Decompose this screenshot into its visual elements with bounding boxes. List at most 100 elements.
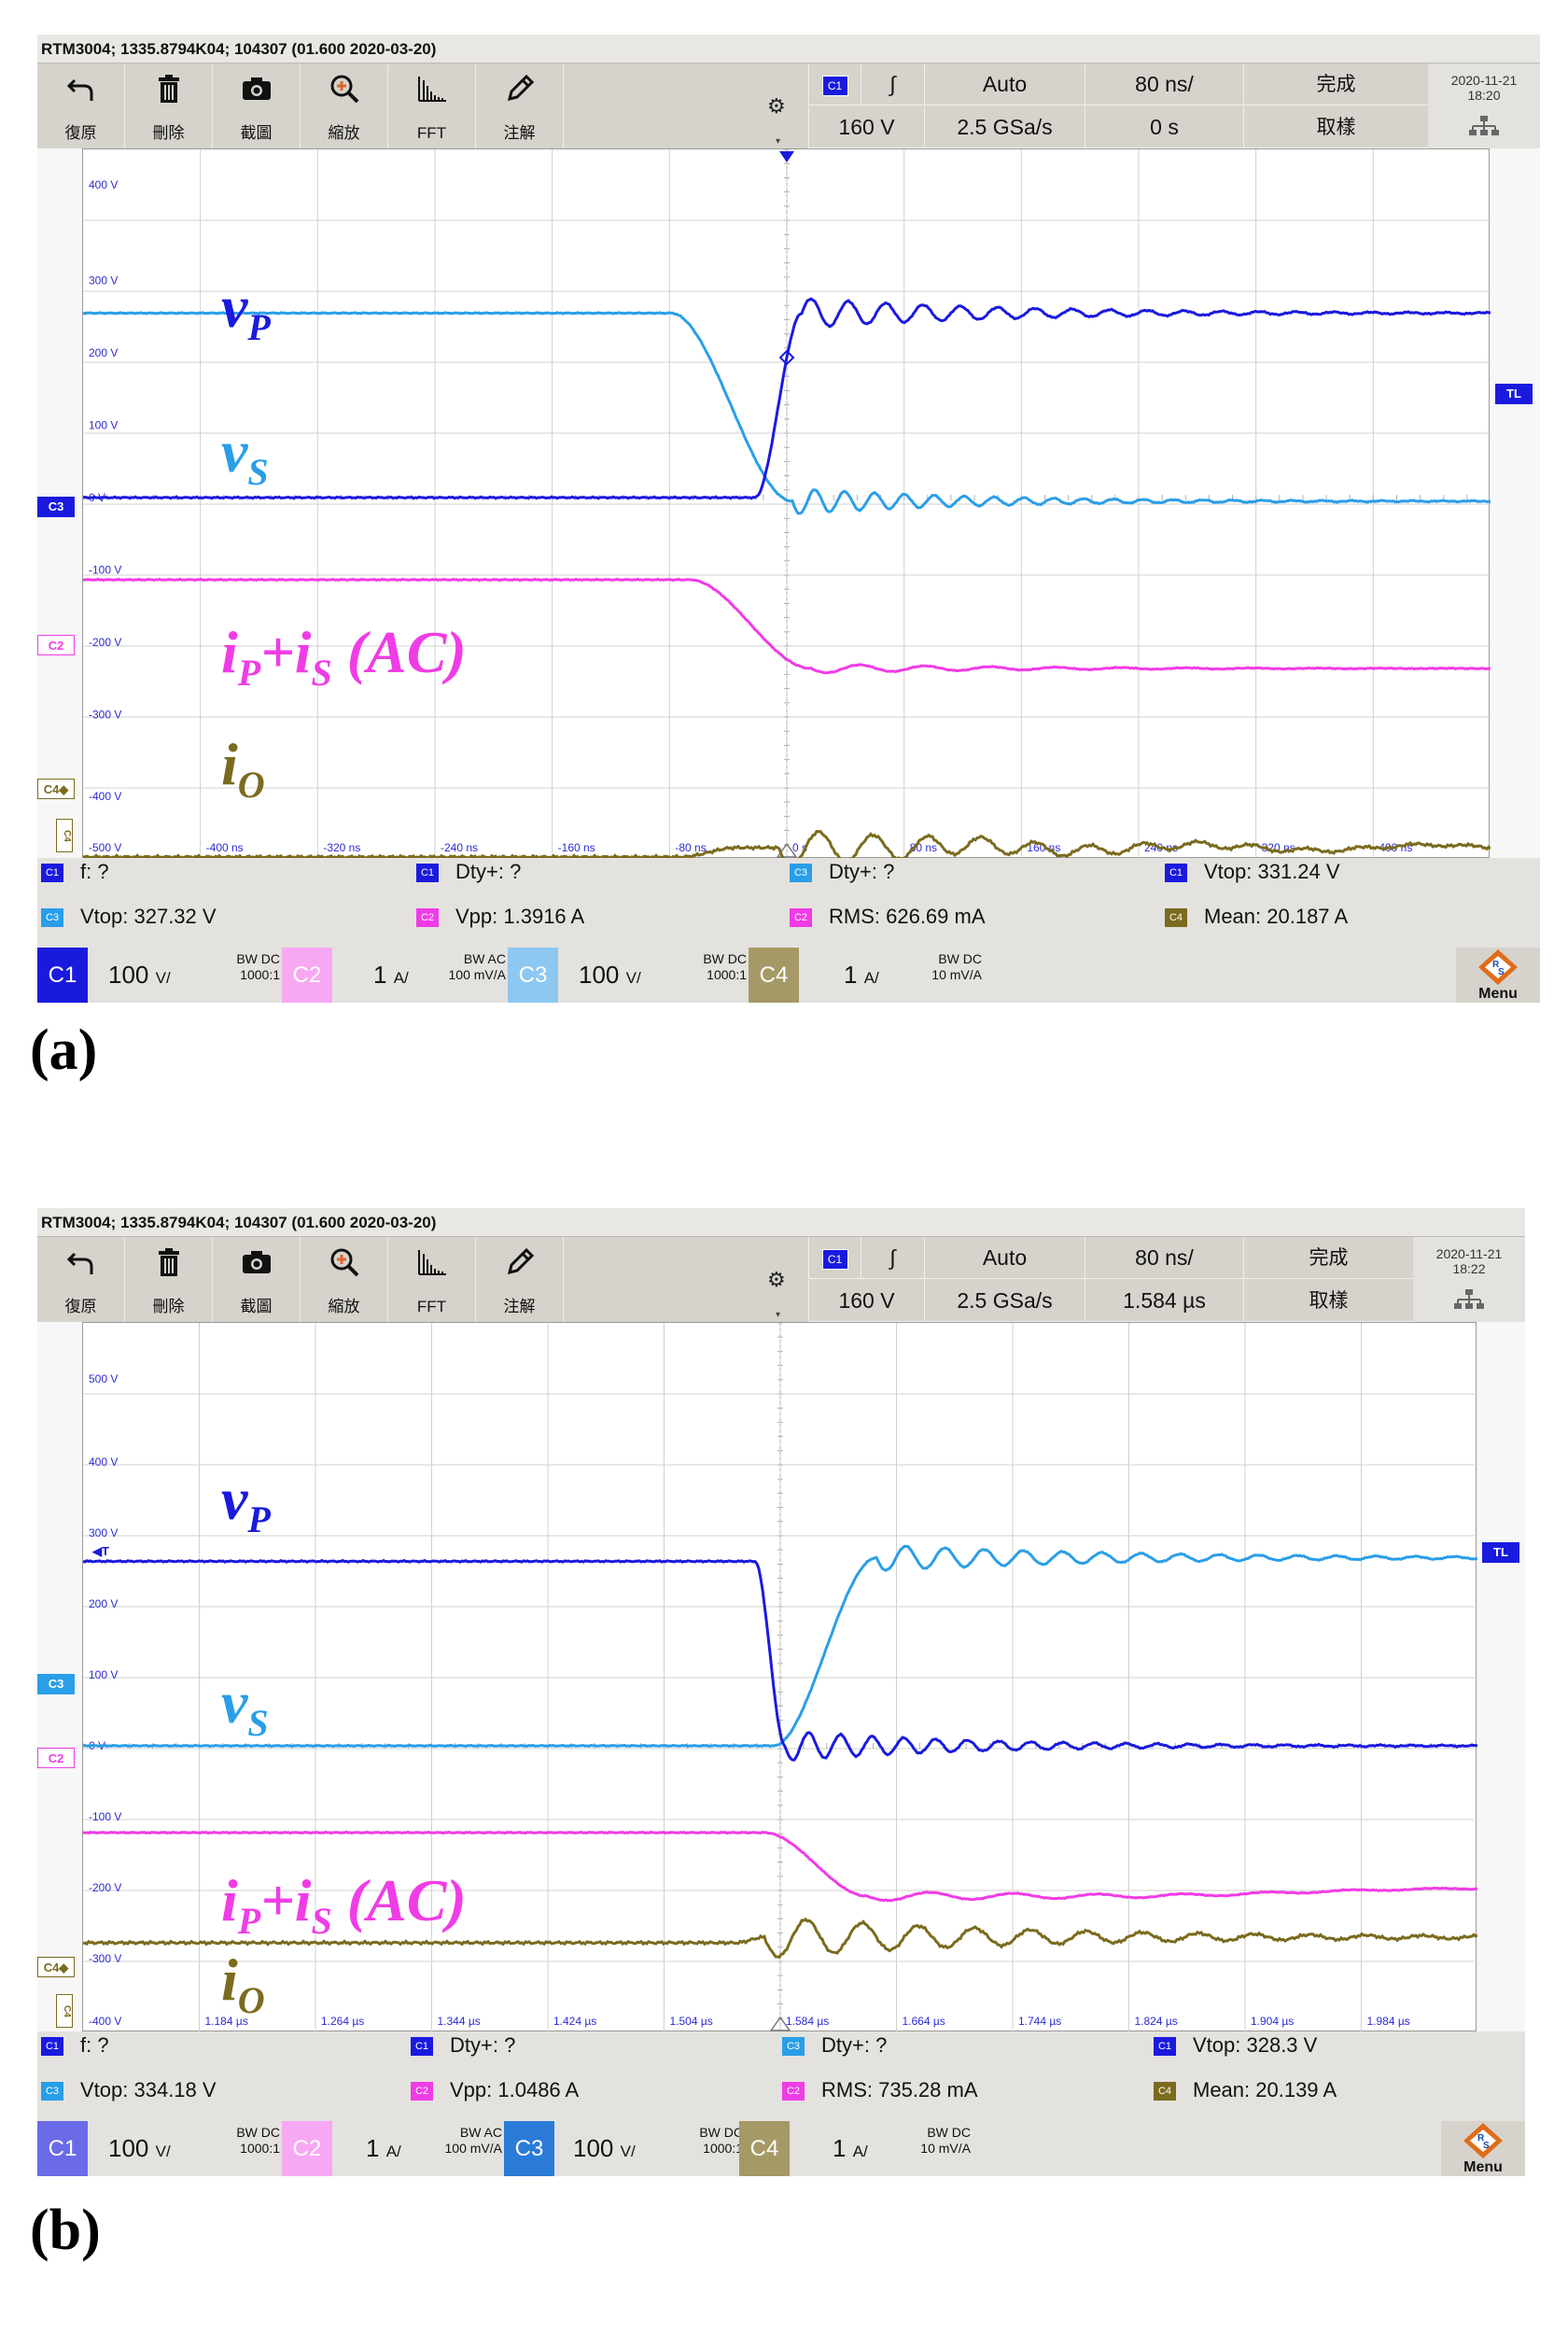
channel-c3-scale[interactable]: 100 V/ [573,2134,636,2162]
x-tick-label: 1.264 µs [321,2015,364,2028]
measurement-7[interactable]: C2 RMS: 626.69 mA [790,905,986,942]
annotate-button[interactable]: 注解 [476,63,564,148]
channel-c4-button[interactable]: C4 [739,2121,790,2176]
fft-icon [418,1250,446,1275]
trace-label-part: P [237,1900,261,1942]
rs-logo-icon: RS [1463,2123,1503,2158]
measurement-4[interactable]: C1 Vtop: 331.24 V [1165,860,1340,897]
measurement-2[interactable]: C1 Dty+: ? [416,860,521,897]
right-marker-strip [1477,1322,1525,2031]
channel-c4-marker[interactable]: C4◆ [37,1957,75,1977]
channel-c2-scale[interactable]: 1 A/ [366,2134,401,2162]
timebase[interactable]: 80 ns/ [1085,63,1243,105]
trigger-source[interactable]: C1 [808,1237,861,1279]
y-tick-label: 500 V [89,1372,118,1385]
measurement-1[interactable]: C1 f: ? [41,2033,109,2071]
undo-button[interactable]: 復原 [37,63,125,148]
trigger-edge[interactable]: ∫ [861,63,924,105]
timebase[interactable]: 80 ns/ [1085,1237,1243,1279]
figure-caption: (b) [30,2199,101,2262]
trigger-level-marker[interactable]: TL [1495,384,1533,404]
trace-label-part: +i [260,619,311,685]
y-tick-label: 200 V [89,1597,118,1610]
fft-icon [418,77,446,102]
channel-c2-scale[interactable]: 1 A/ [373,961,409,989]
measurement-6[interactable]: C2 Vpp: 1.3916 A [416,905,584,942]
channel-c2-marker[interactable]: C2 [37,1748,75,1768]
measurement-5[interactable]: C3 Vtop: 327.32 V [41,905,217,942]
trigger-mode[interactable]: Auto [924,63,1085,105]
channel-c2-button[interactable]: C2 [282,948,332,1003]
channel-c3-button[interactable]: C3 [508,948,558,1003]
channel-c3-marker[interactable]: C3 [37,497,75,517]
horizontal-position[interactable]: 1.584 µs [1085,1280,1243,1322]
measurement-8[interactable]: C4 Mean: 20.187 A [1165,905,1348,942]
screenshot-button[interactable]: 截圖 [213,1237,301,1322]
channel-c1-scale[interactable]: 100 V/ [108,961,171,989]
measurement-8[interactable]: C4 Mean: 20.139 A [1154,2078,1337,2115]
io-label: iO [221,731,265,806]
camera-icon [243,1251,271,1273]
delete-button[interactable]: 刪除 [125,1237,213,1322]
channel-c4-vertical-marker[interactable]: C4 [56,1994,73,2028]
channel-c3-scale[interactable]: 100 V/ [579,961,641,989]
run-status[interactable]: 完成 [1243,63,1428,105]
measurement-3[interactable]: C3 Dty+: ? [790,860,894,897]
gear-icon[interactable]: ⚙ [767,95,786,119]
channel-c4-vertical-marker[interactable]: C4 [56,819,73,852]
trigger-position-marker[interactable]: ◀T [92,1544,109,1558]
channel-c1-button[interactable]: C1 [37,2121,88,2176]
ip-is-label: iP+iS (AC) [221,1867,467,1942]
sample-rate[interactable]: 2.5 GSa/s [924,106,1085,148]
vp-label: vP [221,274,271,348]
measurement-5[interactable]: C3 Vtop: 334.18 V [41,2078,217,2115]
fft-button[interactable]: FFT [388,1237,476,1322]
channel-c2-marker[interactable]: C2 [37,635,75,655]
channel-c4-scale[interactable]: 1 A/ [844,961,879,989]
channel-c2-button[interactable]: C2 [282,2121,332,2176]
horizontal-position[interactable]: 0 s [1085,106,1243,148]
channel-c4-button[interactable]: C4 [749,948,799,1003]
sample-rate[interactable]: 2.5 GSa/s [924,1280,1085,1322]
trigger-level[interactable]: 160 V [808,1280,924,1322]
channel-c1-scale[interactable]: 100 V/ [108,2134,171,2162]
trigger-arrow-icon[interactable] [779,151,794,162]
trigger-level[interactable]: 160 V [808,106,924,148]
acquire-mode[interactable]: 取樣 [1243,1280,1413,1322]
screenshot-button[interactable]: 截圖 [213,63,301,148]
channel-c3-button[interactable]: C3 [504,2121,554,2176]
channel-c3-marker[interactable]: C3 [37,1674,75,1694]
annotate-button[interactable]: 注解 [476,1237,564,1322]
x-tick-label: -500 V [89,841,121,854]
measurement-1[interactable]: C1 f: ? [41,860,109,897]
trace-label-part: v [221,1466,248,1532]
measurement-7[interactable]: C2 RMS: 735.28 mA [782,2078,978,2115]
zoom-icon [330,75,359,104]
trigger-edge[interactable]: ∫ [861,1237,924,1279]
channel-c4-marker[interactable]: C4◆ [37,779,75,799]
measurement-3[interactable]: C3 Dty+: ? [782,2033,887,2071]
trigger-mode[interactable]: Auto [924,1237,1085,1279]
chevron-down-icon[interactable]: ▾ [776,1310,781,1320]
measurement-2[interactable]: C1 Dty+: ? [411,2033,515,2071]
zoom-button[interactable]: 縮放 [301,1237,388,1322]
delete-button[interactable]: 刪除 [125,63,213,148]
measurement-4[interactable]: C1 Vtop: 328.3 V [1154,2033,1317,2071]
trigger-source[interactable]: C1 [808,63,861,105]
fft-button[interactable]: FFT [388,63,476,148]
measurement-6[interactable]: C2 Vpp: 1.0486 A [411,2078,579,2115]
acquire-mode[interactable]: 取樣 [1243,106,1428,148]
channel-c4-scale[interactable]: 1 A/ [833,2134,868,2162]
undo-button[interactable]: 復原 [37,1237,125,1322]
zoom-button[interactable]: 縮放 [301,63,388,148]
run-status[interactable]: 完成 [1243,1237,1413,1279]
trace-label-part: v [221,274,248,340]
channel-c1-button[interactable]: C1 [37,948,88,1003]
gear-icon[interactable]: ⚙ [767,1269,786,1292]
trigger-level-marker[interactable]: TL [1482,1542,1519,1563]
chevron-down-icon[interactable]: ▾ [776,136,781,147]
